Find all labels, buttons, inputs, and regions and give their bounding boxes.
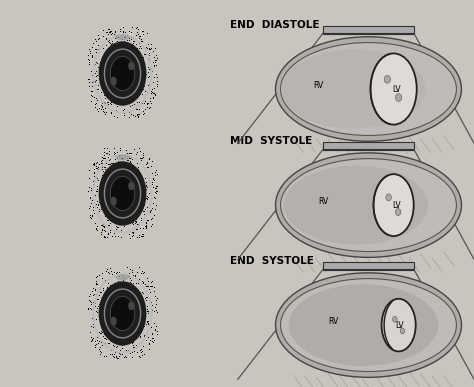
Ellipse shape (100, 282, 146, 345)
FancyBboxPatch shape (323, 142, 414, 149)
Ellipse shape (99, 281, 146, 346)
Ellipse shape (275, 153, 461, 257)
Ellipse shape (395, 209, 401, 216)
Circle shape (374, 174, 414, 236)
Ellipse shape (395, 94, 402, 101)
Ellipse shape (128, 61, 135, 70)
Ellipse shape (115, 274, 130, 280)
Text: LV: LV (392, 200, 401, 210)
Ellipse shape (128, 301, 135, 310)
Text: LV: LV (392, 84, 401, 94)
Ellipse shape (275, 273, 461, 377)
FancyBboxPatch shape (323, 262, 414, 269)
Ellipse shape (281, 43, 456, 135)
Ellipse shape (386, 194, 392, 201)
Circle shape (382, 299, 416, 351)
Text: RV: RV (313, 80, 323, 90)
Circle shape (371, 53, 417, 125)
Ellipse shape (100, 42, 146, 105)
Ellipse shape (110, 77, 117, 86)
Ellipse shape (100, 162, 146, 225)
Text: RV: RV (328, 317, 338, 326)
Text: END  SYSTOLE: END SYSTOLE (230, 256, 314, 266)
Ellipse shape (115, 154, 130, 160)
Text: RV: RV (318, 197, 328, 206)
Ellipse shape (110, 197, 117, 206)
Ellipse shape (384, 75, 391, 83)
FancyBboxPatch shape (323, 26, 414, 33)
Ellipse shape (275, 37, 461, 141)
Ellipse shape (284, 166, 428, 245)
Ellipse shape (128, 181, 135, 190)
Text: END  DIASTOLE: END DIASTOLE (230, 20, 320, 30)
Ellipse shape (281, 279, 456, 372)
Ellipse shape (110, 57, 135, 91)
Ellipse shape (392, 317, 397, 322)
Ellipse shape (110, 317, 117, 326)
Ellipse shape (400, 328, 405, 334)
Ellipse shape (99, 41, 146, 106)
Ellipse shape (110, 296, 135, 330)
Ellipse shape (289, 284, 438, 366)
Ellipse shape (281, 159, 456, 252)
Ellipse shape (99, 161, 146, 226)
Text: LV: LV (396, 320, 404, 330)
Ellipse shape (115, 34, 130, 40)
Text: MID  SYSTOLE: MID SYSTOLE (230, 136, 312, 146)
Ellipse shape (110, 176, 135, 211)
Ellipse shape (281, 50, 426, 128)
